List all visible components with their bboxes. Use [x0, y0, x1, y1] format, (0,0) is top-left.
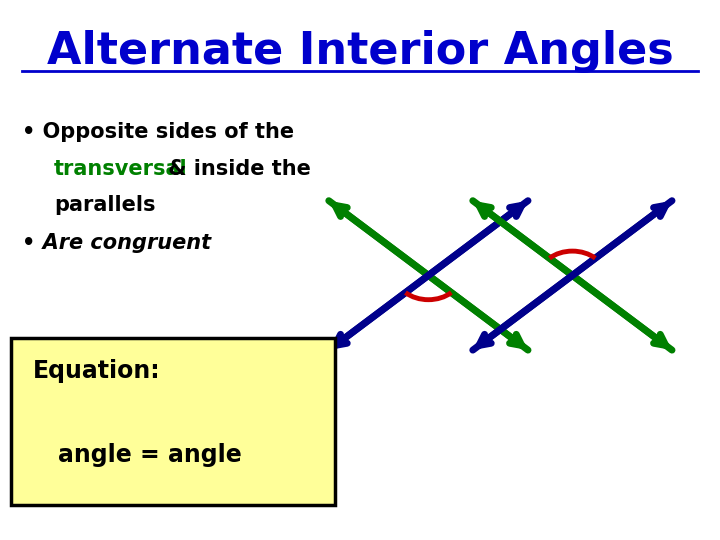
- Text: Equation:: Equation:: [32, 359, 160, 383]
- Text: & inside the: & inside the: [161, 159, 310, 179]
- Text: • Are congruent: • Are congruent: [22, 233, 211, 253]
- Text: angle = angle: angle = angle: [58, 443, 241, 467]
- Text: transversal: transversal: [54, 159, 188, 179]
- Text: • Opposite sides of the: • Opposite sides of the: [22, 122, 294, 141]
- FancyBboxPatch shape: [11, 338, 335, 505]
- Text: Alternate Interior Angles: Alternate Interior Angles: [47, 30, 673, 73]
- Text: parallels: parallels: [54, 195, 156, 215]
